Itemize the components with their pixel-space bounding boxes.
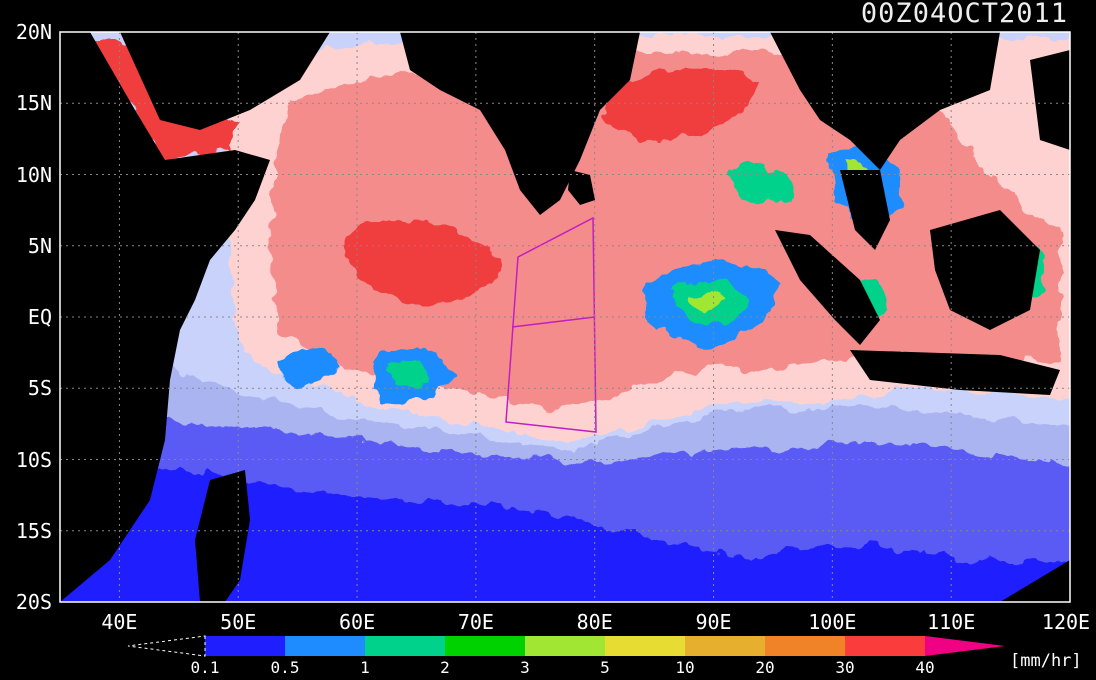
longitude-label: 100E xyxy=(808,610,857,634)
colorbar-cell xyxy=(685,636,765,656)
longitude-label: 40E xyxy=(101,610,138,634)
land-indochina xyxy=(770,32,1000,170)
rain-cluster-ind-green xyxy=(730,166,790,205)
colorbar-overflow-arrow xyxy=(925,636,1005,656)
colorbar-underflow-arrow xyxy=(127,635,206,657)
ocean-red-east xyxy=(600,69,760,140)
colorbar-tick-label: 0.1 xyxy=(190,658,220,677)
observation-region-divider xyxy=(511,316,596,328)
longitude-label: 50E xyxy=(220,610,257,634)
latitude-label: 20S xyxy=(15,590,52,614)
land-arabia xyxy=(120,32,330,130)
latitude-label: 15S xyxy=(15,518,52,543)
map-frame xyxy=(59,31,1071,603)
land-sri-lanka xyxy=(568,170,595,205)
map-title: 00Z04OCT2011 xyxy=(860,0,1068,29)
latitude-label: 20N xyxy=(15,20,52,44)
latitude-label: 10N xyxy=(15,162,52,187)
colorbar-cell xyxy=(205,636,285,656)
land-india xyxy=(400,32,640,215)
colorbar-tick-label: 20 xyxy=(755,658,775,677)
latitude-label: 10S xyxy=(15,447,52,472)
land-malaya xyxy=(840,170,890,250)
colorbar-tick-label: 0.5 xyxy=(270,658,300,677)
ocean-red-red-sea xyxy=(90,40,240,160)
colorbar-cell xyxy=(765,636,845,656)
colorbar-tick-label: 40 xyxy=(915,658,935,677)
latitude-label: EQ xyxy=(27,305,52,329)
colorbar-tick-label: 2 xyxy=(440,658,450,677)
colorbar-tick-label: 1 xyxy=(360,658,370,677)
longitude-label: 120E xyxy=(1041,610,1091,634)
latitude-label: 5S xyxy=(27,376,52,401)
colorbar-tick-label: 10 xyxy=(675,658,695,677)
colorbar-tick-label: 5 xyxy=(600,658,610,677)
land-borneo xyxy=(930,210,1040,330)
land-madagascar xyxy=(195,470,250,602)
land-sumatra xyxy=(775,230,880,345)
land-australia xyxy=(1000,560,1070,602)
land-philippines xyxy=(1030,50,1070,150)
colorbar-cell xyxy=(445,636,525,656)
colorbar-cell xyxy=(365,636,445,656)
colorbar-unit: [mm/hr] xyxy=(1010,651,1082,671)
colorbar-tick-label: 3 xyxy=(520,658,530,677)
longitude-label: 110E xyxy=(927,610,976,634)
longitude-label: 80E xyxy=(576,610,613,634)
colorbar-cell xyxy=(605,636,685,656)
colorbar-cell xyxy=(525,636,605,656)
land-java xyxy=(850,350,1060,395)
ocean-red xyxy=(347,220,500,304)
graticule xyxy=(60,32,1070,602)
longitude-label: 70E xyxy=(457,610,494,634)
latitude-label: 5N xyxy=(27,233,52,258)
longitude-label: 90E xyxy=(695,610,732,634)
rain-cluster-bay-yellow xyxy=(690,291,725,310)
rain-cluster-west xyxy=(280,349,340,385)
rain-cluster-south-green xyxy=(390,359,430,387)
observation-region-outline xyxy=(505,216,597,433)
latitude-label: 15N xyxy=(15,91,52,116)
colorbar-cell xyxy=(285,636,365,656)
colorbar-tick-label: 30 xyxy=(835,658,855,677)
longitude-label: 60E xyxy=(338,610,376,634)
colorbar-cell xyxy=(845,636,925,656)
